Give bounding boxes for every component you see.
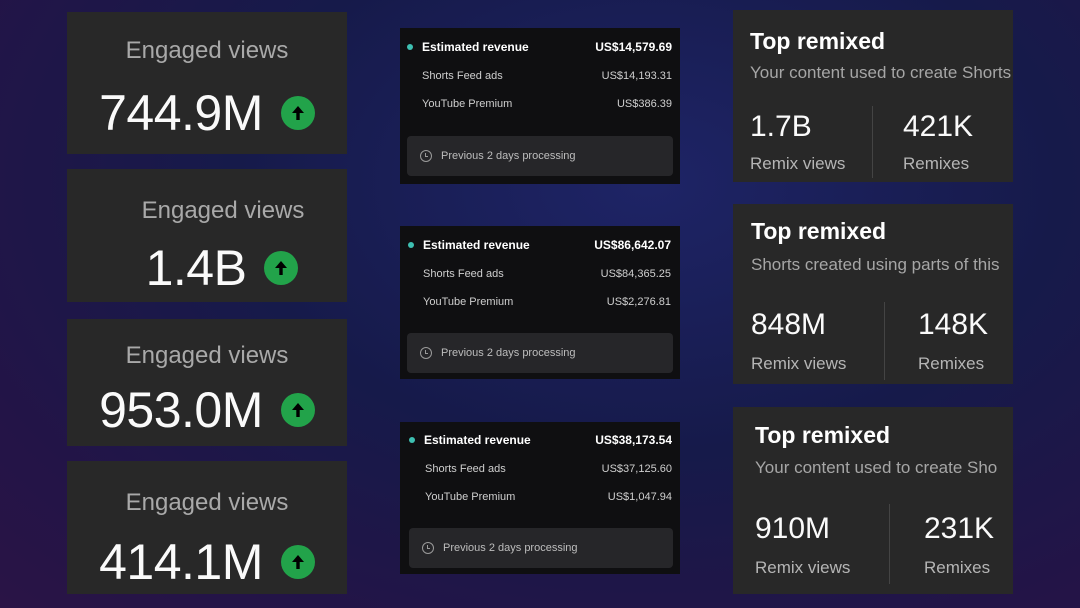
engaged-views-value: 744.9M (99, 85, 263, 141)
engaged-views-title: Engaged views (141, 197, 305, 224)
revenue-row-label: YouTube Premium (425, 491, 516, 503)
remix-views-label: Remix views (755, 558, 851, 577)
top-remixed-subtitle: Your content used to create Shorts · (750, 63, 1013, 82)
revenue-card: Estimated revenue US$14,579.69 Shorts Fe… (400, 28, 680, 184)
revenue-row-label: YouTube Premium (422, 98, 513, 110)
revenue-title: Estimated revenue (422, 40, 529, 54)
arrow-up-icon (280, 545, 315, 579)
arrow-up-icon (280, 96, 315, 130)
top-remixed-card: Top remixed Your content used to create … (733, 10, 1013, 182)
remix-views-value: 1.7B (750, 110, 812, 143)
remix-views-value: 848M (751, 308, 827, 341)
revenue-row-label: Shorts Feed ads (425, 463, 506, 475)
revenue-row-value: US$386.39 (616, 98, 672, 110)
revenue-row-label: Shorts Feed ads (422, 70, 503, 82)
series-dot-icon (409, 436, 415, 443)
remixes-label: Remixes (918, 354, 985, 373)
top-remixed-subtitle: Shorts created using parts of this (751, 255, 1000, 274)
top-remixed-title: Top remixed (750, 28, 886, 54)
remixes-label: Remixes (924, 558, 991, 577)
metric-divider (889, 504, 890, 584)
engaged-views-card: Engaged views 953.0M (67, 319, 347, 446)
engaged-views-value: 953.0M (99, 382, 263, 438)
processing-note: Previous 2 days processing (407, 136, 673, 176)
clock-icon (422, 542, 434, 554)
series-dot-icon (408, 241, 414, 248)
top-remixed-title: Top remixed (755, 422, 891, 448)
engaged-views-title: Engaged views (125, 37, 289, 64)
metric-divider (884, 302, 885, 380)
top-remixed-subtitle: Your content used to create Sho (755, 458, 998, 477)
arrow-up-icon (264, 251, 299, 285)
engaged-views-card: Engaged views 1.4B (67, 169, 347, 302)
revenue-title: Estimated revenue (423, 238, 530, 252)
processing-text: Previous 2 days processing (441, 150, 576, 162)
processing-text: Previous 2 days processing (441, 347, 576, 359)
series-dot-icon (407, 43, 413, 50)
revenue-row-value: US$37,125.60 (601, 463, 672, 475)
top-remixed-card: Top remixed Shorts created using parts o… (733, 204, 1013, 384)
remix-views-label: Remix views (751, 354, 847, 373)
remixes-label: Remixes (903, 154, 970, 173)
engaged-views-title: Engaged views (125, 489, 289, 516)
revenue-total: US$86,642.07 (594, 238, 671, 252)
revenue-total: US$14,579.69 (595, 40, 672, 54)
engaged-views-value: 414.1M (99, 534, 263, 590)
revenue-row-value: US$84,365.25 (600, 268, 671, 280)
engaged-views-value: 1.4B (145, 240, 247, 296)
clock-icon (420, 347, 432, 359)
remixes-value: 421K (903, 110, 974, 143)
revenue-row-label: Shorts Feed ads (423, 268, 504, 280)
revenue-card: Estimated revenue US$86,642.07 Shorts Fe… (400, 226, 680, 379)
engaged-views-card: Engaged views 744.9M (67, 12, 347, 154)
revenue-row-label: YouTube Premium (423, 296, 514, 308)
revenue-total: US$38,173.54 (595, 433, 672, 447)
revenue-row-value: US$14,193.31 (601, 70, 672, 82)
arrow-up-icon (280, 393, 315, 427)
metric-divider (872, 106, 873, 178)
revenue-title: Estimated revenue (424, 433, 531, 447)
revenue-row-value: US$1,047.94 (607, 491, 672, 503)
engaged-views-card: Engaged views 414.1M (67, 461, 347, 594)
remix-views-label: Remix views (750, 154, 846, 173)
processing-note: Previous 2 days processing (407, 333, 673, 373)
revenue-row-value: US$2,276.81 (606, 296, 671, 308)
revenue-card: Estimated revenue US$38,173.54 Shorts Fe… (400, 422, 680, 574)
processing-text: Previous 2 days processing (443, 542, 578, 554)
engaged-views-title: Engaged views (125, 342, 289, 369)
remixes-value: 231K (924, 512, 995, 545)
remixes-value: 148K (918, 308, 989, 341)
clock-icon (420, 150, 432, 162)
remix-views-value: 910M (755, 512, 831, 545)
top-remixed-card: Top remixed Your content used to create … (733, 407, 1013, 594)
top-remixed-title: Top remixed (751, 218, 887, 244)
processing-note: Previous 2 days processing (409, 528, 673, 568)
